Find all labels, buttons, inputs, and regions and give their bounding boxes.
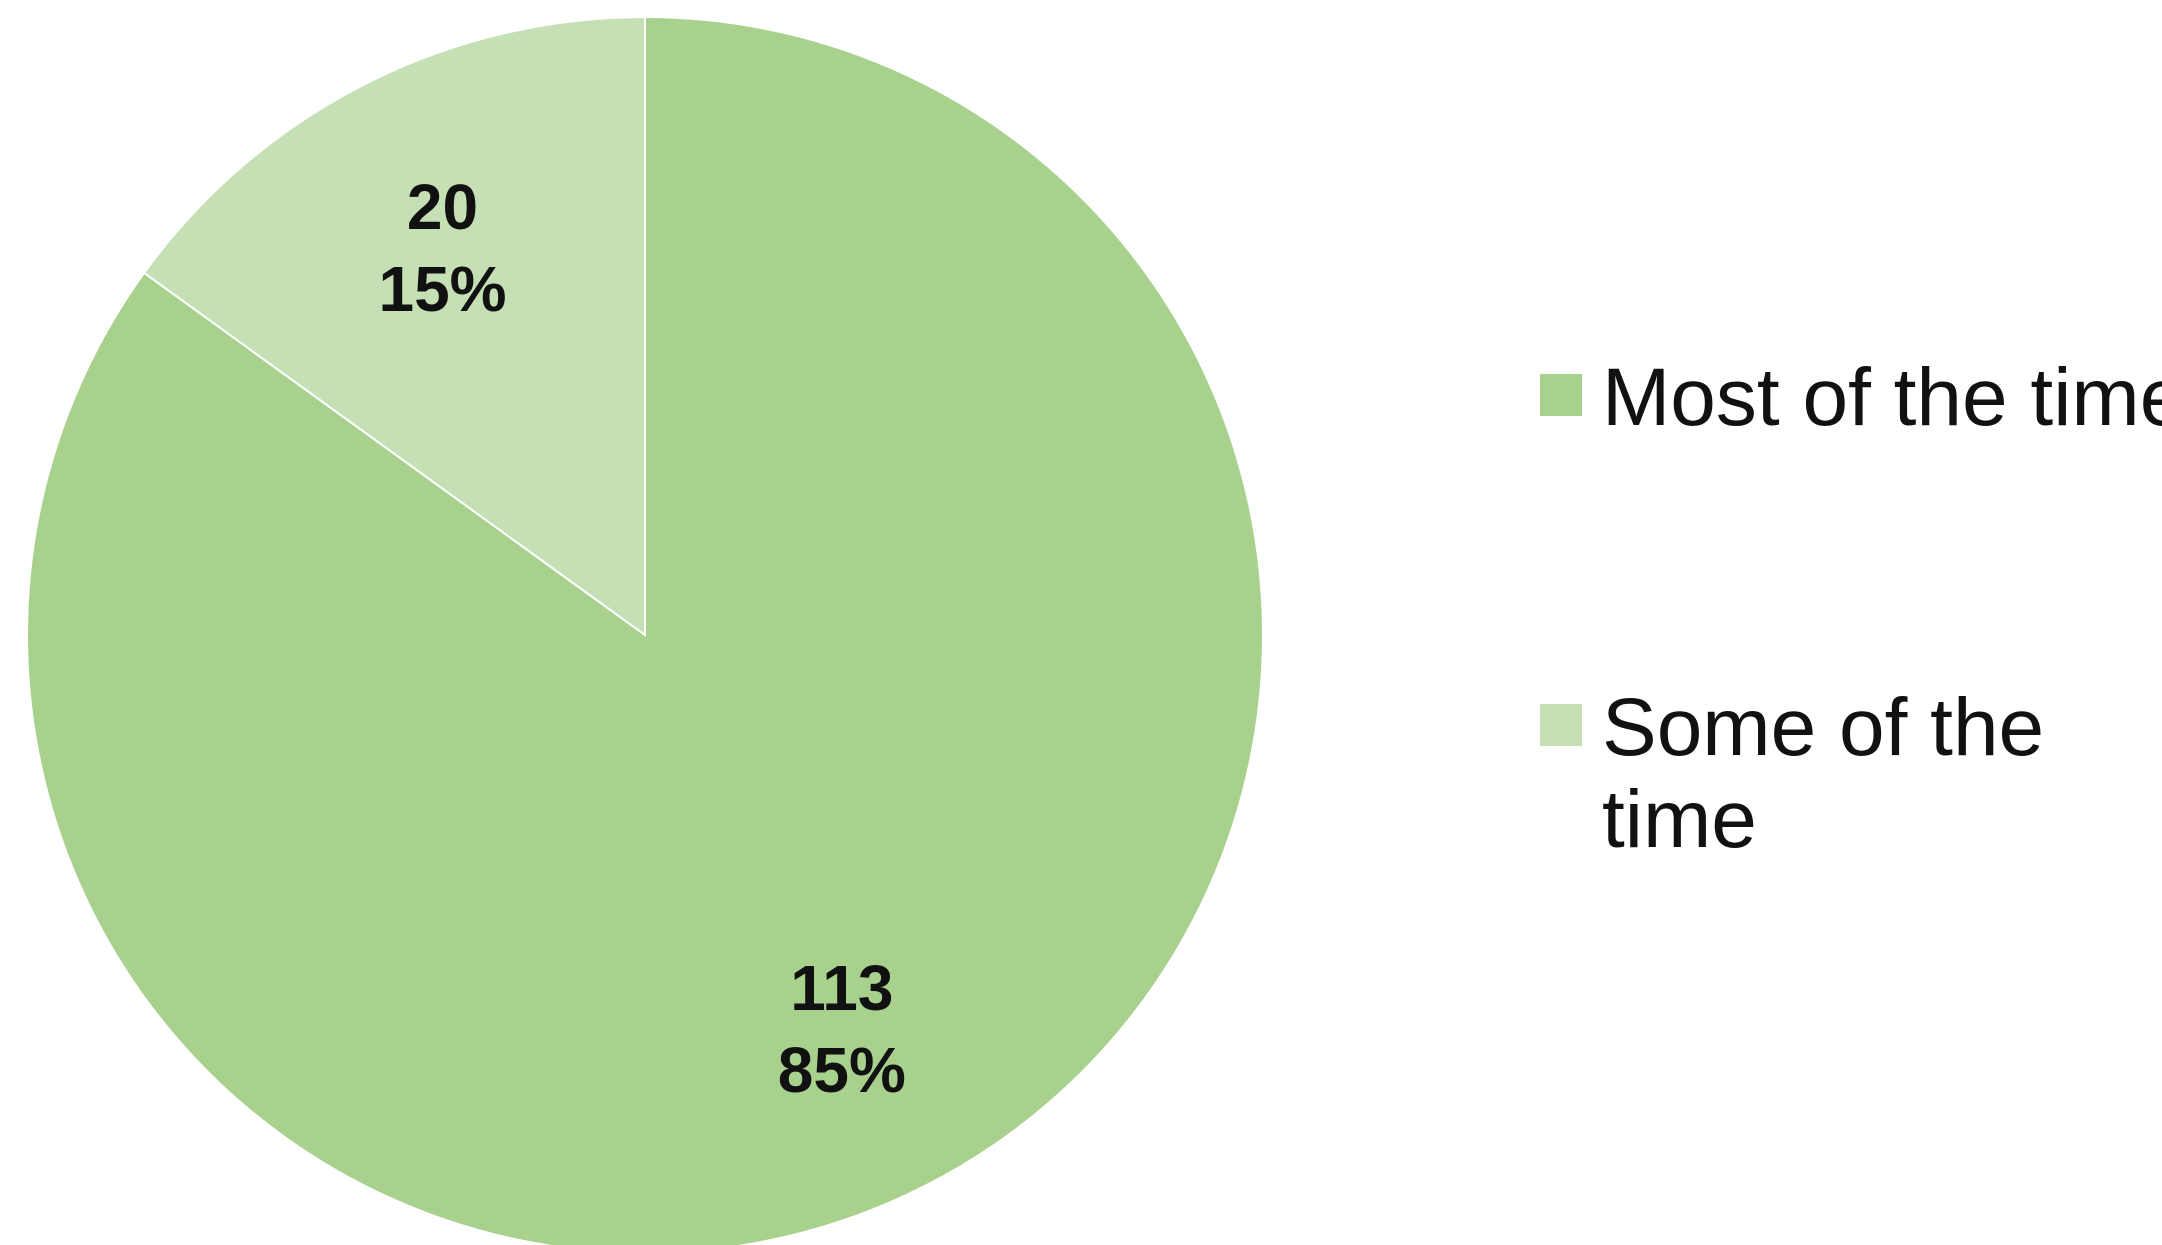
slice-percent-label: 15%: [378, 253, 506, 325]
legend-label-most-of-the-time: Most of the time: [1602, 352, 2162, 443]
legend-swatch-most-of-the-time: [1540, 374, 1582, 416]
pie-slice-some-of-the-time: [142, 15, 646, 637]
slice-value-label: 113: [790, 952, 893, 1024]
slice-labels: 113 85% 20 15%: [378, 171, 905, 1106]
legend-label-some-of-the-time: Some of the time: [1602, 682, 2044, 865]
slice-value-label: 20: [407, 171, 478, 243]
legend-swatch-some-of-the-time: [1540, 704, 1582, 746]
slice-percent-label: 85%: [778, 1034, 906, 1106]
legend: Most of the time Some of the time: [1540, 352, 2162, 865]
pie-slices: [26, 15, 1264, 1245]
